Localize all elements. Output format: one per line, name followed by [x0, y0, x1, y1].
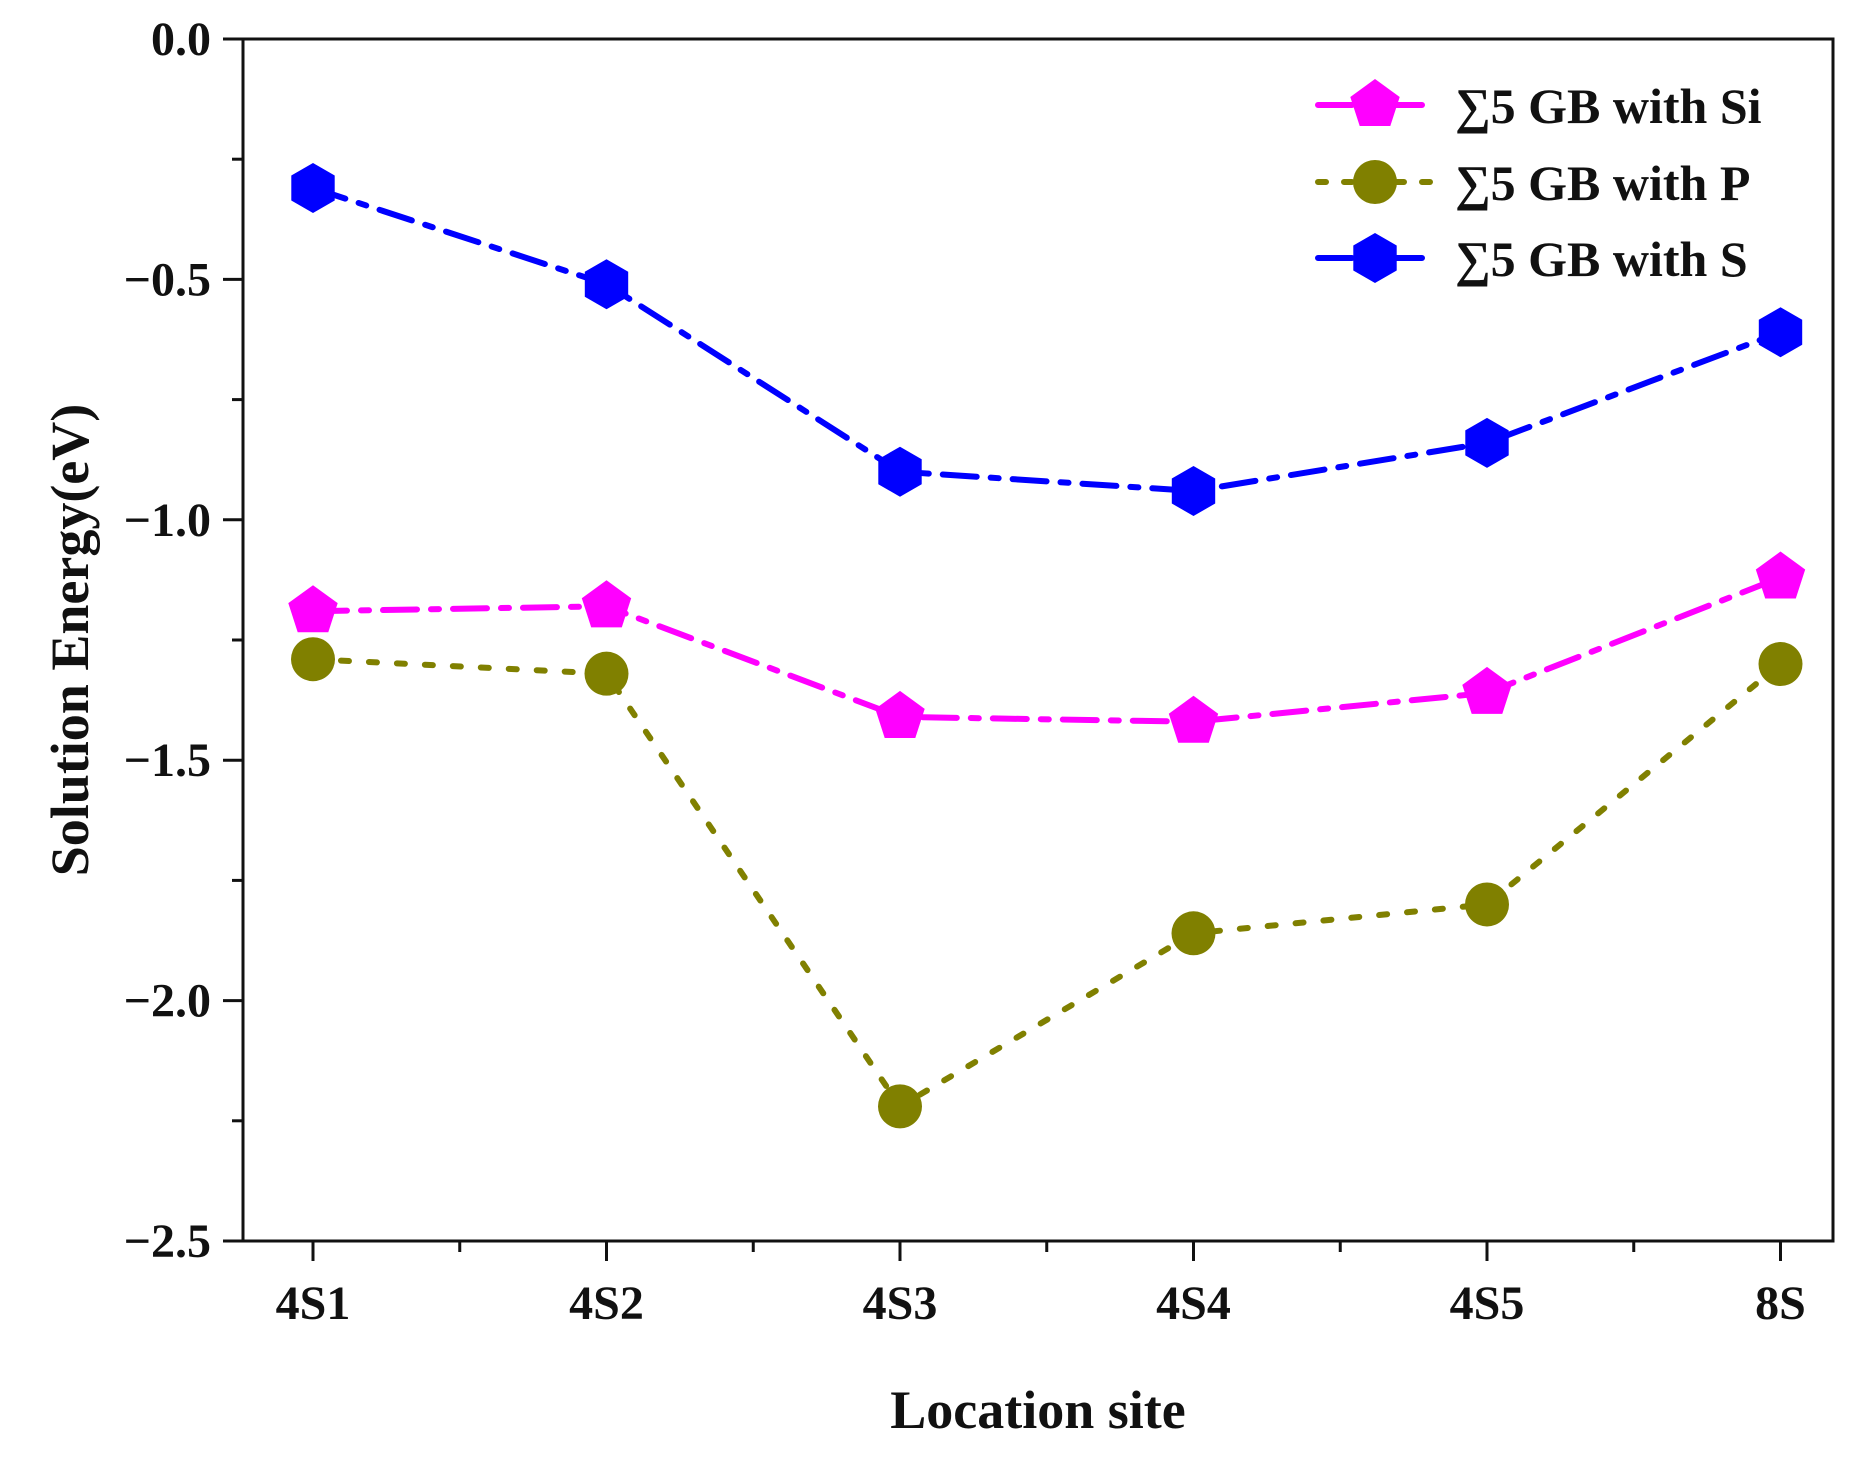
- y-tick-label: −1.5: [124, 734, 211, 787]
- y-axis: 0.0 −0.5 −1.0 −1.5 −2.0 −2.5: [124, 13, 243, 1268]
- data-point: [584, 651, 629, 696]
- data-point: [1755, 551, 1806, 599]
- legend-label: ∑5 GB with Si: [1455, 78, 1762, 134]
- series-line: [310, 185, 1784, 495]
- data-point: [1758, 642, 1803, 687]
- legend-marker: [1353, 233, 1397, 283]
- legend-item: ∑5 GB with P: [1315, 155, 1750, 211]
- series-1: [288, 551, 1806, 743]
- data-point: [291, 163, 335, 213]
- series-2: [291, 637, 1803, 1129]
- data-point: [878, 446, 922, 497]
- data-point: [291, 637, 335, 682]
- legend-item: ∑5 GB with Si: [1315, 78, 1762, 134]
- data-point: [1171, 466, 1216, 516]
- x-tick-label: 4S1: [276, 1277, 351, 1330]
- y-axis-title: Solution Energy(eV): [40, 404, 100, 877]
- data-point: [1758, 307, 1803, 358]
- x-tick-label: 4S5: [1450, 1277, 1525, 1330]
- data-point: [875, 690, 925, 738]
- data-point: [288, 585, 338, 633]
- data-point: [878, 1084, 922, 1129]
- x-tick-label: 4S3: [863, 1277, 938, 1330]
- y-tick-label: −0.5: [124, 253, 211, 306]
- legend-item: ∑5 GB with S: [1315, 231, 1748, 287]
- y-tick-label: −2.0: [124, 975, 211, 1028]
- data-point: [1465, 882, 1509, 927]
- series-layer: [288, 163, 1806, 1129]
- series-line: [310, 656, 1784, 1111]
- x-tick-label: 8S: [1755, 1277, 1806, 1330]
- data-point: [1462, 666, 1512, 714]
- legend-label: ∑5 GB with P: [1455, 155, 1750, 211]
- data-point: [581, 580, 632, 628]
- y-tick-label: −1.0: [124, 494, 211, 547]
- data-point: [584, 259, 629, 310]
- plot-frame: [241, 37, 1835, 1243]
- x-tick-label: 4S4: [1156, 1277, 1231, 1330]
- legend: ∑5 GB with Si ∑5 GB with P ∑5 GB with S: [1315, 78, 1762, 287]
- x-axis-title: Location site: [890, 1380, 1185, 1440]
- legend-label: ∑5 GB with S: [1455, 231, 1748, 287]
- y-tick-label: 0.0: [151, 13, 211, 66]
- legend-marker: [1353, 160, 1397, 204]
- x-axis: 4S1 4S2 4S3 4S4 4S5 8S: [276, 1241, 1806, 1330]
- data-point: [1171, 911, 1216, 956]
- legend-marker: [1350, 79, 1400, 126]
- series-line: [310, 574, 1784, 725]
- x-tick-label: 4S2: [569, 1277, 644, 1330]
- series-3: [291, 163, 1803, 516]
- data-point: [1168, 695, 1219, 743]
- data-point: [1465, 417, 1509, 468]
- y-tick-label: −2.5: [124, 1215, 211, 1268]
